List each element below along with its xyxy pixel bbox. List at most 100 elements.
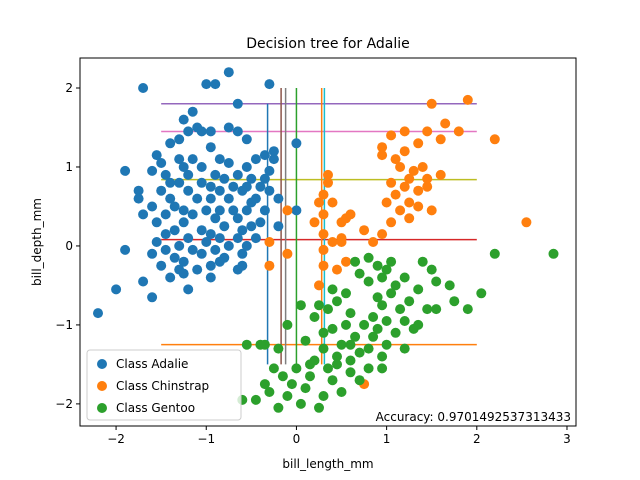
data-point-gentoo	[390, 280, 401, 291]
data-point-chinstrap	[417, 162, 428, 172]
data-point-adalie	[120, 165, 131, 176]
data-point-gentoo	[399, 343, 410, 354]
data-point-adalie	[183, 126, 194, 137]
data-point-chinstrap	[386, 177, 397, 188]
data-point-adalie	[264, 79, 275, 90]
y-axis-ticks: −2 −1 0 1 2	[55, 81, 80, 411]
data-point-adalie	[196, 177, 207, 188]
data-point-gentoo	[332, 296, 342, 307]
data-point-adalie	[156, 260, 167, 271]
x-axis-label: bill_length_mm	[282, 457, 373, 471]
data-point-adalie	[259, 205, 270, 216]
data-point-adalie	[187, 209, 198, 220]
data-point-gentoo	[268, 363, 279, 374]
data-point-adalie	[183, 185, 194, 196]
data-point-gentoo	[417, 256, 428, 267]
data-point-chinstrap	[359, 225, 370, 236]
data-point-adalie	[160, 169, 171, 180]
y-axis-label: bill_depth_mm	[30, 198, 44, 286]
data-point-adalie	[201, 79, 212, 90]
data-point-gentoo	[327, 284, 338, 295]
data-point-adalie	[156, 185, 167, 196]
data-point-gentoo	[377, 300, 388, 311]
data-point-adalie	[246, 221, 257, 232]
data-point-gentoo	[426, 264, 437, 275]
data-point-gentoo	[363, 276, 374, 287]
data-point-adalie	[178, 114, 189, 125]
data-point-gentoo	[318, 343, 329, 354]
data-point-adalie	[205, 272, 216, 283]
data-point-gentoo	[422, 304, 433, 315]
x-tick-label: 3	[563, 432, 571, 446]
data-point-adalie	[165, 193, 176, 204]
data-point-adalie	[214, 154, 225, 165]
data-point-gentoo	[273, 402, 284, 413]
data-point-adalie	[232, 126, 243, 137]
data-point-gentoo	[359, 319, 370, 330]
data-point-chinstrap	[341, 256, 351, 267]
data-point-adalie	[223, 67, 234, 78]
data-point-chinstrap	[426, 205, 437, 216]
data-point-gentoo	[345, 339, 356, 350]
plot-frame	[79, 57, 577, 427]
legend-marker-gentoo	[97, 403, 107, 413]
data-point-adalie	[214, 205, 225, 216]
data-point-chinstrap	[435, 134, 446, 145]
data-point-adalie	[205, 260, 216, 271]
data-point-chinstrap	[489, 134, 500, 145]
data-point-gentoo	[377, 363, 388, 374]
data-point-chinstrap	[314, 280, 324, 291]
data-point-gentoo	[354, 268, 365, 279]
data-point-adalie	[237, 248, 248, 259]
data-points	[93, 67, 559, 413]
data-point-adalie	[196, 126, 207, 137]
data-point-adalie	[232, 233, 243, 244]
data-point-gentoo	[368, 312, 379, 322]
data-point-adalie	[237, 225, 248, 236]
data-point-gentoo	[363, 363, 374, 374]
data-point-chinstrap	[332, 264, 342, 275]
legend-label-adalie: Class Adalie	[116, 357, 188, 371]
data-point-adalie	[160, 229, 171, 240]
data-point-chinstrap	[453, 126, 464, 137]
data-point-chinstrap	[422, 181, 433, 192]
data-point-adalie	[255, 217, 266, 228]
data-point-chinstrap	[282, 205, 293, 216]
data-point-adalie	[120, 244, 131, 255]
data-point-adalie	[241, 240, 252, 251]
data-point-adalie	[138, 83, 149, 93]
data-point-gentoo	[273, 343, 284, 354]
data-point-gentoo	[413, 284, 424, 295]
data-point-adalie	[223, 193, 234, 204]
data-point-adalie	[147, 165, 158, 176]
data-point-chinstrap	[413, 201, 424, 212]
data-point-gentoo	[295, 300, 306, 311]
data-point-gentoo	[377, 351, 388, 362]
data-point-gentoo	[250, 394, 261, 405]
data-point-chinstrap	[422, 126, 433, 137]
data-point-chinstrap	[390, 189, 401, 200]
data-point-chinstrap	[395, 162, 406, 172]
data-point-adalie	[183, 169, 194, 180]
data-point-adalie	[160, 244, 171, 255]
data-point-adalie	[255, 181, 266, 192]
data-point-adalie	[156, 158, 167, 168]
data-point-chinstrap	[381, 197, 392, 208]
data-point-adalie	[214, 233, 225, 244]
data-point-adalie	[111, 284, 122, 295]
data-point-gentoo	[241, 339, 252, 350]
data-point-adalie	[210, 169, 221, 180]
data-point-gentoo	[300, 383, 311, 394]
data-point-gentoo	[309, 312, 320, 322]
data-point-gentoo	[345, 367, 356, 378]
data-point-adalie	[174, 177, 185, 188]
data-point-gentoo	[282, 319, 293, 330]
x-tick-label: −2	[107, 432, 125, 446]
data-point-gentoo	[413, 319, 424, 330]
data-point-adalie	[264, 185, 275, 196]
data-point-gentoo	[449, 296, 460, 307]
data-point-adalie	[192, 264, 203, 275]
data-point-adalie	[169, 201, 180, 212]
accuracy-annotation: Accuracy: 0.9701492537313433	[376, 410, 571, 424]
data-point-gentoo	[399, 316, 410, 326]
